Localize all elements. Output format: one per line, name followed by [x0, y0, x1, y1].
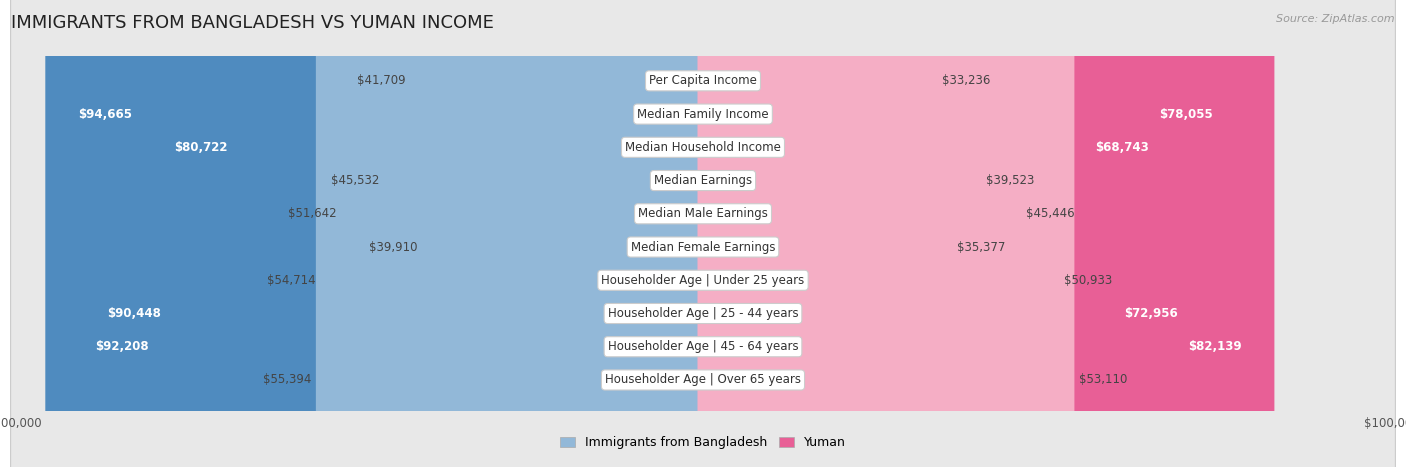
Text: $54,714: $54,714 [267, 274, 316, 287]
Text: $50,933: $50,933 [1064, 274, 1112, 287]
FancyBboxPatch shape [11, 0, 1395, 467]
FancyBboxPatch shape [697, 0, 1246, 467]
FancyBboxPatch shape [75, 0, 709, 467]
FancyBboxPatch shape [142, 0, 709, 467]
Text: Median Female Earnings: Median Female Earnings [631, 241, 775, 254]
Text: $35,377: $35,377 [957, 241, 1005, 254]
Text: $92,208: $92,208 [96, 340, 149, 353]
Text: Source: ZipAtlas.com: Source: ZipAtlas.com [1277, 14, 1395, 24]
Text: Householder Age | 25 - 44 years: Householder Age | 25 - 44 years [607, 307, 799, 320]
FancyBboxPatch shape [11, 0, 1395, 467]
FancyBboxPatch shape [11, 0, 1395, 467]
Text: $55,394: $55,394 [263, 374, 311, 387]
FancyBboxPatch shape [697, 0, 952, 467]
FancyBboxPatch shape [342, 0, 709, 467]
Text: $78,055: $78,055 [1160, 107, 1213, 120]
FancyBboxPatch shape [423, 0, 709, 467]
FancyBboxPatch shape [697, 0, 1022, 467]
Text: Per Capita Income: Per Capita Income [650, 74, 756, 87]
FancyBboxPatch shape [11, 0, 1395, 467]
Text: $80,722: $80,722 [174, 141, 228, 154]
Text: $94,665: $94,665 [79, 107, 132, 120]
Text: Median Family Income: Median Family Income [637, 107, 769, 120]
Text: Householder Age | Under 25 years: Householder Age | Under 25 years [602, 274, 804, 287]
Text: IMMIGRANTS FROM BANGLADESH VS YUMAN INCOME: IMMIGRANTS FROM BANGLADESH VS YUMAN INCO… [11, 14, 494, 32]
FancyBboxPatch shape [697, 0, 1182, 467]
Text: $39,910: $39,910 [370, 241, 418, 254]
Text: $53,110: $53,110 [1080, 374, 1128, 387]
Text: $68,743: $68,743 [1095, 141, 1149, 154]
Text: $51,642: $51,642 [288, 207, 337, 220]
Text: Householder Age | 45 - 64 years: Householder Age | 45 - 64 years [607, 340, 799, 353]
FancyBboxPatch shape [697, 0, 1059, 467]
Text: Householder Age | Over 65 years: Householder Age | Over 65 years [605, 374, 801, 387]
Text: $90,448: $90,448 [107, 307, 162, 320]
Text: $82,139: $82,139 [1188, 340, 1241, 353]
Text: $39,523: $39,523 [986, 174, 1033, 187]
Text: $45,532: $45,532 [330, 174, 380, 187]
FancyBboxPatch shape [11, 0, 1395, 467]
Text: Median Earnings: Median Earnings [654, 174, 752, 187]
FancyBboxPatch shape [697, 0, 938, 467]
FancyBboxPatch shape [697, 0, 1211, 467]
FancyBboxPatch shape [697, 0, 1274, 467]
FancyBboxPatch shape [11, 0, 1395, 467]
Text: Median Household Income: Median Household Income [626, 141, 780, 154]
FancyBboxPatch shape [11, 0, 1395, 467]
Text: $33,236: $33,236 [942, 74, 991, 87]
FancyBboxPatch shape [11, 0, 1395, 467]
FancyBboxPatch shape [316, 0, 709, 467]
FancyBboxPatch shape [62, 0, 709, 467]
Text: $72,956: $72,956 [1125, 307, 1178, 320]
FancyBboxPatch shape [11, 0, 1395, 467]
FancyBboxPatch shape [697, 0, 1074, 467]
FancyBboxPatch shape [697, 0, 981, 467]
Text: $41,709: $41,709 [357, 74, 405, 87]
FancyBboxPatch shape [384, 0, 709, 467]
Text: $45,446: $45,446 [1026, 207, 1076, 220]
Text: Median Male Earnings: Median Male Earnings [638, 207, 768, 220]
Legend: Immigrants from Bangladesh, Yuman: Immigrants from Bangladesh, Yuman [555, 432, 851, 454]
FancyBboxPatch shape [321, 0, 709, 467]
FancyBboxPatch shape [45, 0, 709, 467]
FancyBboxPatch shape [411, 0, 709, 467]
FancyBboxPatch shape [11, 0, 1395, 467]
